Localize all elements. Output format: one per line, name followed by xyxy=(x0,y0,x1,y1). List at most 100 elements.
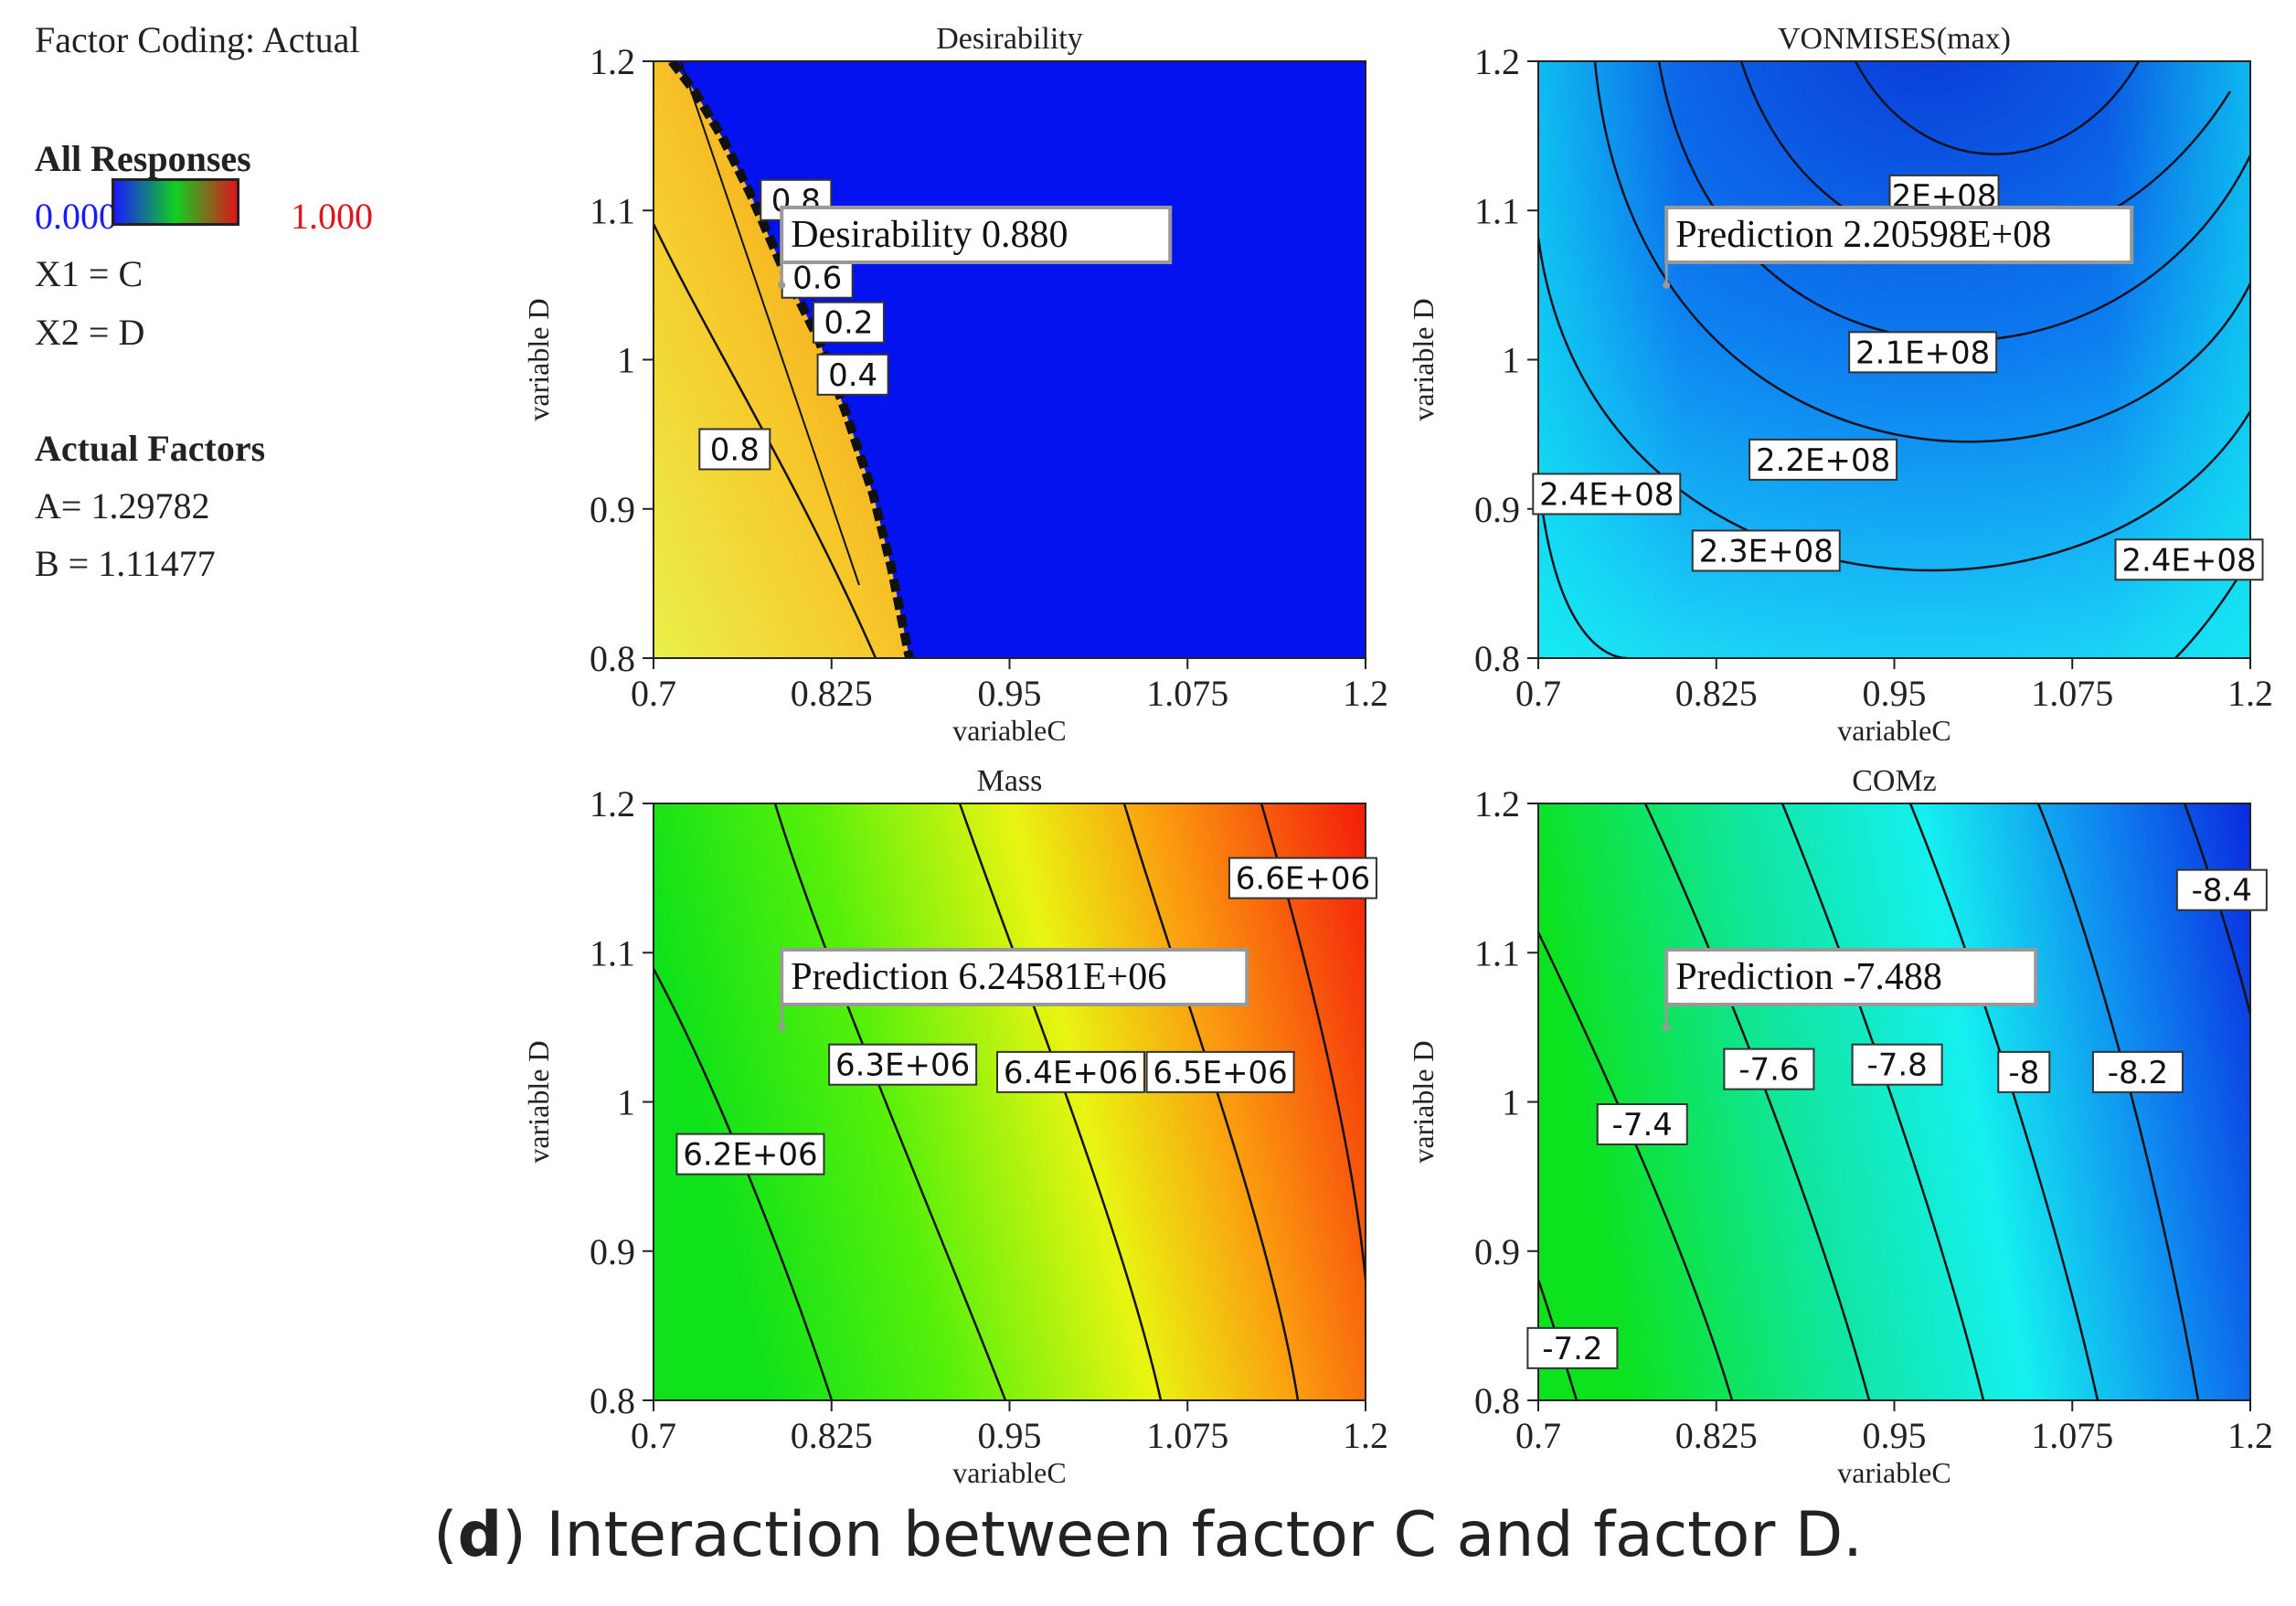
desirability-contour-label-text: 0.8 xyxy=(710,431,760,468)
desirability-contour-label: 0.6 xyxy=(781,256,854,299)
desirability-prediction-text: Desirability 0.880 xyxy=(791,214,1068,256)
vonmises-max-title: VONMISES(max) xyxy=(1778,22,2011,56)
comz-contour-label-text: -8.4 xyxy=(2192,873,2252,909)
comz-contour-label-box xyxy=(1723,1048,1815,1090)
vonmises-max-x-tick-label: 0.825 xyxy=(1675,673,1758,714)
desirability-x-tick-label: 1.075 xyxy=(1146,673,1228,714)
mass-y-tick-label: 1.2 xyxy=(590,783,635,824)
desirability-surface xyxy=(654,61,1366,658)
vonmises-max-contour-label: 2.4E+08 xyxy=(2114,538,2264,581)
vonmises-max-y-axis-label: variable D xyxy=(1407,298,1440,420)
x1-assignment: X1 = C xyxy=(35,253,144,294)
comz-contour-label-text: -7.8 xyxy=(1866,1048,1927,1084)
mass-x-tick-label: 0.7 xyxy=(631,1415,676,1456)
mass-contour-label-text: 6.4E+06 xyxy=(1004,1055,1138,1091)
desirability-prediction-box xyxy=(780,206,1173,264)
vonmises-max-contour-label-box xyxy=(1691,529,1841,572)
comz-contour-label: -8.2 xyxy=(2091,1050,2184,1093)
comz-contour-label: -7.6 xyxy=(1723,1048,1815,1090)
vonmises-max-contour-label-text: 2.3E+08 xyxy=(1699,533,1834,569)
mass-contour-label: 6.2E+06 xyxy=(675,1133,825,1175)
comz-x-axis-label: variableC xyxy=(1837,1456,1951,1489)
comz-prediction-box xyxy=(1664,948,2038,1006)
comz-y-tick-label: 1 xyxy=(1502,1082,1520,1123)
mass-y-axis-label: variable D xyxy=(522,1040,555,1163)
desirability-contour-label: 0.8 xyxy=(698,428,771,471)
mass-contour-label: 6.5E+06 xyxy=(1145,1050,1295,1093)
vonmises-max-contour-label: 2.3E+08 xyxy=(1691,529,1841,572)
vonmises-max-x-tick-label: 1.2 xyxy=(2227,673,2273,714)
desirability-y-axis-label: variable D xyxy=(522,298,555,420)
vonmises-max-x-axis-label: variableC xyxy=(1837,714,1951,747)
vonmises-max-y-tick-label: 0.9 xyxy=(1474,489,1520,530)
mass-prediction-point xyxy=(778,1023,786,1031)
vonmises-max-y-tick-label: 1.2 xyxy=(1474,41,1520,82)
mass-contour-label-box xyxy=(1228,856,1377,899)
desirability-x-tick-label: 1.2 xyxy=(1343,673,1388,714)
legend-max-value: 1.000 xyxy=(291,196,373,237)
comz-prediction-flag: Prediction -7.488 xyxy=(1663,948,2038,1031)
comz-contour-label-text: -7.2 xyxy=(1542,1331,1602,1367)
desirability-title: Desirability xyxy=(936,22,1083,56)
mass-y-tick-label: 1.1 xyxy=(590,932,635,973)
mass-contour-label-box xyxy=(995,1050,1145,1093)
mass-contour-label-box xyxy=(828,1043,978,1086)
desirability-prediction-flag: Desirability 0.880 xyxy=(778,206,1173,289)
comz-contour-label: -8 xyxy=(1997,1050,2051,1093)
mass-contour-label-box xyxy=(675,1133,825,1175)
mass-x-tick-label: 0.95 xyxy=(978,1415,1042,1456)
comz-contour-label-text: -8 xyxy=(2008,1055,2039,1091)
vonmises-max-contour-label-text: 2.1E+08 xyxy=(1855,335,1990,371)
mass-title: Mass xyxy=(977,764,1043,798)
caption-text: ) Interaction between factor C and facto… xyxy=(502,1499,1863,1571)
comz-contour-label: -8.4 xyxy=(2175,868,2268,911)
comz-surface xyxy=(1538,803,2250,1400)
vonmises-max-x-tick-label: 0.7 xyxy=(1515,673,1561,714)
vonmises-max-y-tick-label: 1 xyxy=(1502,340,1520,381)
comz-prediction-point xyxy=(1663,1023,1671,1031)
comz-contour-label-box xyxy=(1596,1102,1688,1145)
comz-x-tick-label: 1.2 xyxy=(2227,1415,2273,1456)
vonmises-max-contour-label: 2.1E+08 xyxy=(1848,331,1998,374)
comz-y-axis-label: variable D xyxy=(1407,1040,1440,1163)
mass-contour-label: 6.3E+06 xyxy=(828,1043,978,1086)
desirability-contour-label-box xyxy=(698,428,771,471)
mass-y-tick-label: 0.8 xyxy=(590,1380,635,1421)
response-color-scale xyxy=(112,178,239,226)
mass-contour-label: 6.6E+06 xyxy=(1228,856,1377,899)
desirability-contour-label-text: 0.4 xyxy=(828,357,877,394)
mass-contour-label: 6.4E+06 xyxy=(995,1050,1145,1093)
mass-prediction-text: Prediction 6.24581E+06 xyxy=(791,956,1166,998)
desirability-x-tick-label: 0.95 xyxy=(978,673,1042,714)
vonmises-max-y-tick-label: 0.8 xyxy=(1474,638,1520,679)
vonmises-max-contour-label-text: 2.4E+08 xyxy=(1539,476,1674,513)
desirability-contour-label-text: 0.6 xyxy=(792,261,842,297)
desirability-x-axis-label: variableC xyxy=(952,714,1066,747)
comz-title: COMz xyxy=(1852,764,1937,798)
actual-factors-heading: Actual Factors xyxy=(35,428,266,469)
vonmises-max-contour-label-box xyxy=(2114,538,2264,581)
mass-contour-label-text: 6.5E+06 xyxy=(1153,1055,1287,1091)
comz-x-tick-label: 0.7 xyxy=(1515,1415,1561,1456)
vonmises-max-prediction-flag: Prediction 2.20598E+08 xyxy=(1663,206,2134,289)
mass-x-tick-label: 0.825 xyxy=(791,1415,873,1456)
comz-contour-label-text: -7.6 xyxy=(1738,1052,1799,1089)
desirability-x-tick-label: 0.825 xyxy=(791,673,873,714)
mass-contour-label-text: 6.2E+06 xyxy=(683,1137,817,1174)
vonmises-max-x-tick-label: 0.95 xyxy=(1863,673,1927,714)
caption-letter: d xyxy=(457,1499,503,1571)
desirability-x-tick-label: 0.7 xyxy=(631,673,676,714)
comz-y-tick-label: 0.9 xyxy=(1474,1231,1520,1272)
desirability-contour-label-text: 0.2 xyxy=(824,305,873,342)
mass-contour-label-text: 6.3E+06 xyxy=(835,1048,970,1084)
mass-contour-label-text: 6.6E+06 xyxy=(1236,861,1370,898)
comz-x-tick-label: 1.075 xyxy=(2031,1415,2113,1456)
comz-x-tick-label: 0.95 xyxy=(1863,1415,1927,1456)
legend-min-value: 0.000 xyxy=(35,196,117,237)
vonmises-max-contour-label: 2.2E+08 xyxy=(1749,438,1898,481)
factor-coding-label: Factor Coding: Actual xyxy=(35,19,360,60)
factor-a-value: A= 1.29782 xyxy=(35,485,210,526)
mass-surface xyxy=(654,803,1366,1400)
mass-prediction-flag: Prediction 6.24581E+06 xyxy=(778,948,1249,1031)
comz-contour-label: -7.8 xyxy=(1851,1043,1943,1086)
